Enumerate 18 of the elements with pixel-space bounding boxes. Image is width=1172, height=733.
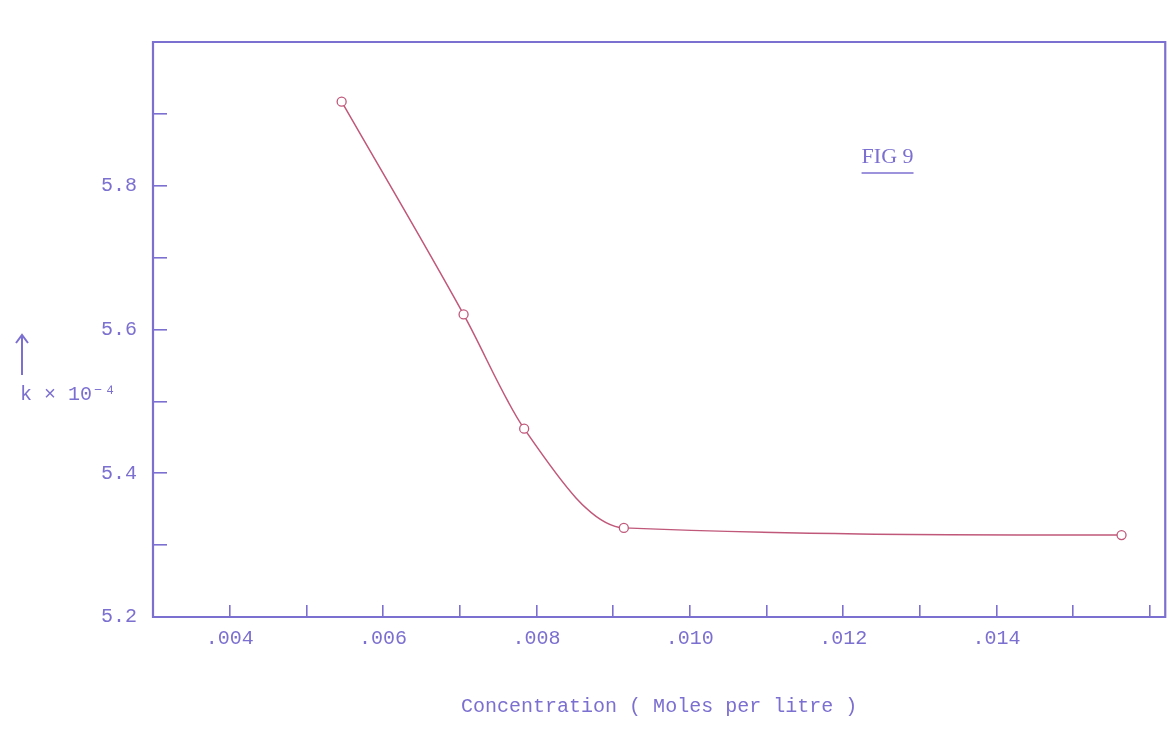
point bbox=[618, 522, 629, 534]
point bbox=[519, 423, 530, 434]
point bbox=[336, 96, 347, 107]
x-axis-title: Concentration ( Moles per litre ) bbox=[461, 695, 858, 719]
y-tick-label: 5.4 bbox=[100, 461, 137, 485]
y-tick-label: 5.2 bbox=[100, 605, 137, 629]
x-tick-label: .008 bbox=[512, 627, 561, 651]
x-tick-label: .014 bbox=[972, 627, 1021, 651]
annotation: FIG 9 bbox=[861, 142, 914, 168]
y-tick-label: 5.6 bbox=[100, 317, 137, 341]
y-tick-label: 5.8 bbox=[100, 174, 137, 198]
point bbox=[458, 309, 469, 320]
y-axis-title: k × 10⁻⁴ bbox=[20, 383, 117, 407]
point bbox=[1116, 529, 1127, 541]
x-tick-label: .006 bbox=[359, 627, 408, 651]
x-tick-label: .004 bbox=[205, 627, 254, 651]
x-tick-label: .012 bbox=[819, 627, 868, 651]
x-tick-label: .010 bbox=[665, 627, 714, 651]
